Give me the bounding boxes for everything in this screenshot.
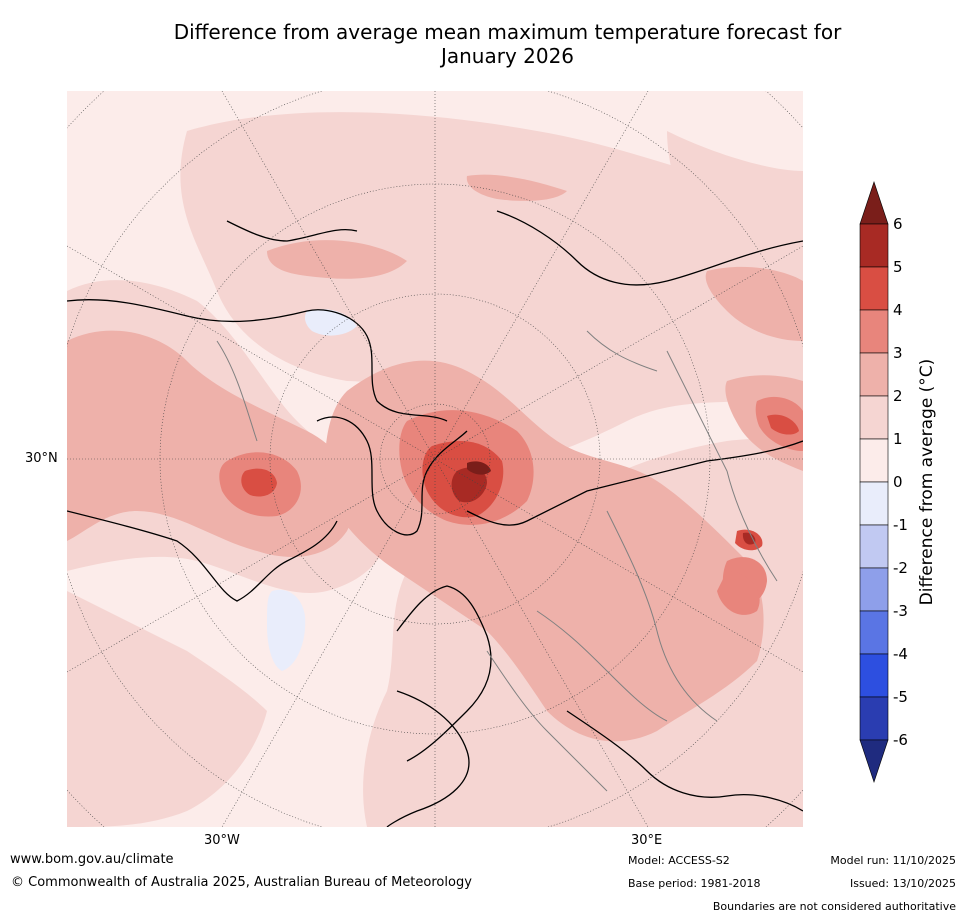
coastlines bbox=[67, 210, 803, 827]
colorbar-tick: -1 bbox=[893, 516, 908, 534]
colorbar-segment bbox=[859, 223, 889, 268]
footer-issued: Issued: 13/10/2025 bbox=[849, 877, 956, 890]
longitude-label-30w: 30°W bbox=[204, 833, 240, 848]
colorbar-segment bbox=[859, 610, 889, 655]
title-line-1: Difference from average mean maximum tem… bbox=[173, 20, 842, 44]
footer-copyright: © Commonwealth of Australia 2025, Austra… bbox=[11, 875, 472, 890]
title-line-2: January 2026 bbox=[440, 44, 575, 68]
colorbar-tick: 2 bbox=[893, 387, 903, 405]
map-title: Difference from average mean maximum tem… bbox=[60, 20, 955, 68]
footer-base-period: Base period: 1981-2018 bbox=[628, 877, 761, 890]
colorbar-label: Difference from average (°C) bbox=[917, 358, 937, 606]
colorbar-segment bbox=[859, 696, 889, 741]
colorbar-svg bbox=[859, 181, 889, 783]
longitude-label-30e: 30°E bbox=[631, 833, 663, 848]
country-boundaries bbox=[216, 330, 778, 792]
colorbar-tick: -5 bbox=[893, 688, 908, 706]
colorbar-segment bbox=[859, 524, 889, 569]
colorbar-tick: 5 bbox=[893, 258, 903, 276]
colorbar-tick: -2 bbox=[893, 559, 908, 577]
colorbar-segment bbox=[859, 266, 889, 311]
footer-url[interactable]: www.bom.gov.au/climate bbox=[10, 852, 174, 867]
colorbar-over-arrow bbox=[859, 181, 889, 225]
colorbar-segment bbox=[859, 438, 889, 483]
anomaly-5-plus-regions bbox=[451, 461, 756, 545]
colorbar-tick: 3 bbox=[893, 344, 903, 362]
colorbar-tick: 0 bbox=[893, 473, 903, 491]
colorbar-tick: 1 bbox=[893, 430, 903, 448]
map-svg bbox=[67, 91, 803, 827]
colorbar-tick: 6 bbox=[893, 215, 903, 233]
footer-model: Model: ACCESS-S2 bbox=[628, 854, 730, 867]
colorbar-tick: -4 bbox=[893, 645, 908, 663]
footer-model-run: Model run: 11/10/2025 bbox=[830, 854, 956, 867]
colorbar-tick: -3 bbox=[893, 602, 908, 620]
colorbar-tick: -6 bbox=[893, 731, 908, 749]
colorbar-segment bbox=[859, 395, 889, 440]
colorbar-segment bbox=[859, 653, 889, 698]
colorbar-segment bbox=[859, 567, 889, 612]
colorbar-segment bbox=[859, 309, 889, 354]
colorbar-segment bbox=[859, 352, 889, 397]
graticule bbox=[67, 91, 803, 827]
temperature-anomaly-map bbox=[67, 91, 803, 827]
footer-disclaimer: Boundaries are not considered authoritat… bbox=[712, 900, 956, 913]
colorbar-under-arrow bbox=[859, 739, 889, 783]
latitude-label-30n: 30°N bbox=[25, 451, 58, 466]
colorbar-segment bbox=[859, 481, 889, 526]
colorbar-tick: 4 bbox=[893, 301, 903, 319]
